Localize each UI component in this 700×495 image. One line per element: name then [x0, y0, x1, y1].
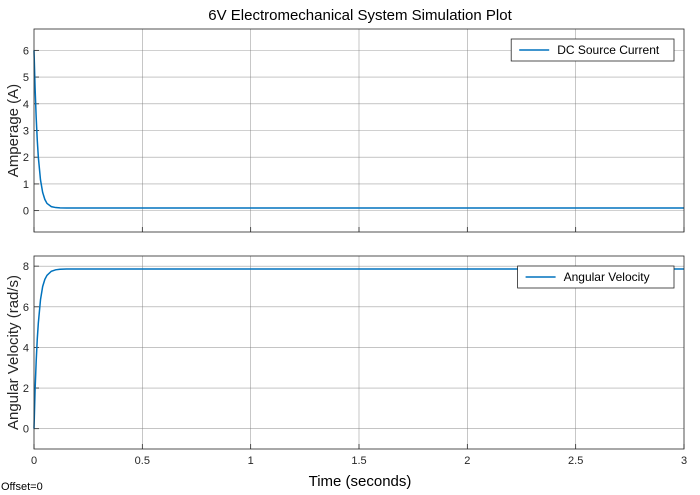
legend-box: [510, 38, 675, 62]
current-plot-panel: 0 1 2 3 4 5 6 Amperage (A) DC Source Current: [5, 28, 685, 233]
y-tick-label: 2: [23, 152, 29, 164]
plot-border: [33, 28, 685, 233]
x-axis-label: Time (seconds): [309, 473, 412, 490]
legend-box: [517, 265, 675, 289]
y-tick-label: 3: [23, 126, 29, 138]
y-axis-label: Amperage (A): [5, 84, 22, 177]
y-tick-label: 6: [23, 302, 29, 314]
series-line: [33, 50, 684, 209]
offset-label: Offset=0: [1, 481, 43, 493]
x-tick-label: 2: [464, 455, 470, 467]
x-tick-label: 0: [31, 455, 37, 467]
figure-title: 6V Electromechanical System Simulation P…: [208, 7, 512, 24]
y-tick-label: 0: [23, 206, 29, 218]
legend[interactable]: Angular Velocity: [517, 265, 675, 289]
legend-label: DC Source Current: [557, 43, 660, 57]
y-tick-label: 4: [23, 99, 29, 111]
legend[interactable]: DC Source Current: [510, 38, 675, 62]
x-tick-label: 0.5: [135, 455, 150, 467]
y-axis-label: Angular Velocity (rad/s): [5, 275, 22, 430]
x-tick-label: 2.5: [568, 455, 583, 467]
x-tick-label: 3: [681, 455, 687, 467]
y-tick-label: 6: [23, 45, 29, 57]
x-tick-label: 1.5: [351, 455, 366, 467]
x-tick-label: 1: [248, 455, 254, 467]
y-tick-label: 0: [23, 424, 29, 436]
plot-border: [33, 255, 685, 450]
y-tick-label: 1: [23, 179, 29, 191]
y-tick-label: 4: [23, 342, 29, 354]
y-tick-label: 8: [23, 261, 29, 273]
y-tick-label: 2: [23, 383, 29, 395]
y-tick-label: 5: [23, 72, 29, 84]
legend-label: Angular Velocity: [564, 270, 650, 284]
series-line: [33, 268, 684, 429]
